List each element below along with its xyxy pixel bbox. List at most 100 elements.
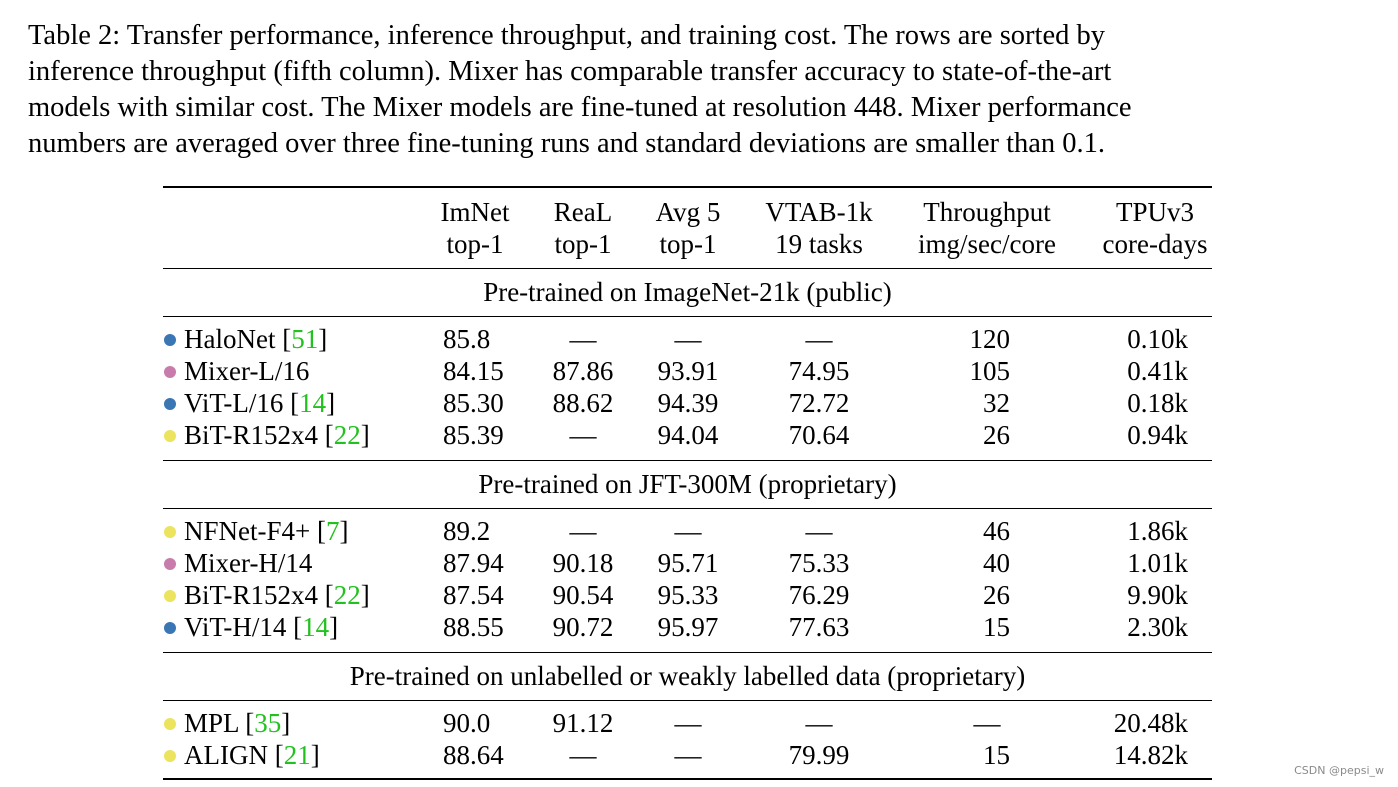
- model-name: NFNet-F4+ [7]: [184, 516, 349, 546]
- model-name: BiT-R152x4 [22]: [184, 420, 370, 450]
- citation-link[interactable]: 22: [333, 420, 361, 450]
- tpu-cost-value: 9.90k: [1127, 580, 1188, 610]
- throughput-value: 15: [983, 740, 1010, 770]
- tpu-cost-value: 0.18k: [1127, 388, 1188, 418]
- real-value: 90.72: [552, 612, 614, 642]
- tpu-cost-value: 14.82k: [1113, 740, 1188, 770]
- column-header-line2: top-1: [659, 229, 717, 259]
- avg5-value: 93.91: [657, 356, 719, 386]
- real-value: —: [569, 324, 597, 354]
- model-label: NFNet-F4+: [184, 516, 317, 546]
- real-value: 88.62: [552, 388, 614, 418]
- throughput-value: 46: [983, 516, 1010, 546]
- pink-dot-icon: [164, 366, 176, 378]
- throughput-value: 40: [983, 548, 1010, 578]
- model-name: MPL [35]: [184, 708, 291, 738]
- table-rule: [163, 316, 1212, 317]
- vtab-value: 74.95: [788, 356, 850, 386]
- model-label: BiT-R152x4: [184, 580, 325, 610]
- column-header-line2: core-days: [1102, 229, 1208, 259]
- section-title: Pre-trained on JFT-300M (proprietary): [478, 469, 897, 499]
- model-name: Mixer-H/14: [184, 547, 312, 579]
- vtab-value: 76.29: [788, 580, 850, 610]
- throughput-value: 15: [983, 612, 1010, 642]
- avg5-value: 94.39: [657, 388, 719, 418]
- citation-link[interactable]: 35: [254, 708, 282, 738]
- tpu-cost-value: 1.86k: [1127, 516, 1188, 546]
- imnet-value: 88.55: [443, 612, 504, 642]
- yellow-dot-icon: [164, 718, 176, 730]
- avg5-value: —: [674, 324, 702, 354]
- citation-link[interactable]: 21: [283, 740, 311, 770]
- imnet-value: 85.8: [443, 324, 491, 354]
- throughput-value: 120: [969, 324, 1011, 354]
- vtab-value: 72.72: [788, 388, 850, 418]
- watermark: CSDN @pepsi_w: [1294, 764, 1384, 777]
- tpu-cost-value: 2.30k: [1127, 612, 1188, 642]
- tpu-cost-value: 1.01k: [1127, 548, 1188, 578]
- column-header-line2: top-1: [446, 229, 504, 259]
- table-rule: [163, 652, 1212, 653]
- column-header-line2: 19 tasks: [775, 229, 863, 259]
- column-header-line1: VTAB-1k: [765, 197, 873, 227]
- blue-dot-icon: [164, 334, 176, 346]
- real-value: 91.12: [552, 708, 614, 738]
- column-header-line2: top-1: [554, 229, 612, 259]
- avg5-value: 95.33: [657, 580, 719, 610]
- vtab-value: —: [805, 708, 833, 738]
- imnet-value: 87.54: [443, 580, 504, 610]
- table-caption: Table 2: Transfer performance, inference…: [28, 18, 1348, 162]
- table-rule: [163, 268, 1212, 269]
- vtab-value: 79.99: [788, 740, 850, 770]
- citation-link[interactable]: 14: [302, 612, 330, 642]
- model-name: BiT-R152x4 [22]: [184, 580, 370, 610]
- citation-link[interactable]: 7: [325, 516, 340, 546]
- avg5-value: —: [674, 516, 702, 546]
- table-rule: [163, 186, 1212, 188]
- yellow-dot-icon: [164, 526, 176, 538]
- section-title: Pre-trained on ImageNet-21k (public): [483, 277, 892, 307]
- throughput-value: 32: [983, 388, 1010, 418]
- blue-dot-icon: [164, 622, 176, 634]
- real-value: 87.86: [552, 356, 614, 386]
- imnet-value: 88.64: [443, 740, 504, 770]
- citation-link[interactable]: 51: [291, 324, 319, 354]
- avg5-value: 94.04: [657, 420, 719, 450]
- table-rule: [163, 778, 1212, 780]
- column-header-line1: Avg 5: [655, 197, 721, 227]
- real-value: —: [569, 420, 597, 450]
- avg5-value: —: [674, 708, 702, 738]
- citation-link[interactable]: 14: [299, 388, 327, 418]
- model-label: Mixer-H/14: [184, 548, 313, 578]
- throughput-value: 26: [983, 420, 1010, 450]
- model-name: ViT-L/16 [14]: [184, 388, 336, 418]
- throughput-value: 105: [969, 356, 1011, 386]
- tpu-cost-value: 0.41k: [1127, 356, 1188, 386]
- section-title: Pre-trained on unlabelled or weakly labe…: [349, 661, 1026, 691]
- yellow-dot-icon: [164, 430, 176, 442]
- blue-dot-icon: [164, 398, 176, 410]
- imnet-value: 87.94: [443, 548, 504, 578]
- tpu-cost-value: 0.10k: [1127, 324, 1188, 354]
- model-name: ALIGN [21]: [184, 740, 320, 770]
- yellow-dot-icon: [164, 590, 176, 602]
- caption-line: models with similar cost. The Mixer mode…: [28, 92, 1132, 123]
- citation-link[interactable]: 22: [333, 580, 361, 610]
- vtab-value: 77.63: [788, 612, 850, 642]
- avg5-value: —: [674, 740, 702, 770]
- real-value: 90.54: [552, 580, 614, 610]
- model-label: BiT-R152x4: [184, 420, 325, 450]
- model-name: HaloNet [51]: [184, 324, 328, 354]
- throughput-value: 26: [983, 580, 1010, 610]
- column-header-line1: ReaL: [553, 197, 613, 227]
- caption-line: inference throughput (fifth column). Mix…: [28, 56, 1112, 87]
- table-rule: [163, 700, 1212, 701]
- imnet-value: 85.30: [443, 388, 504, 418]
- yellow-dot-icon: [164, 750, 176, 762]
- tpu-cost-value: 20.48k: [1113, 708, 1188, 738]
- model-label: ViT-L/16: [184, 388, 291, 418]
- real-value: —: [569, 740, 597, 770]
- imnet-value: 90.0: [443, 708, 491, 738]
- column-header-line1: TPUv3: [1115, 197, 1194, 227]
- real-value: 90.18: [552, 548, 614, 578]
